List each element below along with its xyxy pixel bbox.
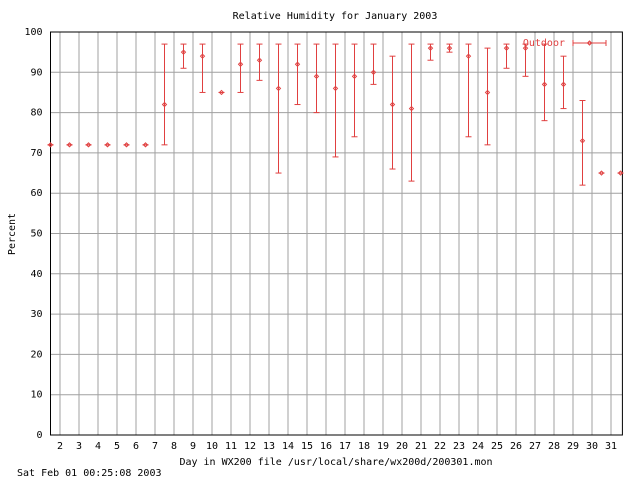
x-tick-label: 4 xyxy=(95,441,101,452)
error-bar xyxy=(351,43,358,138)
x-tick-label: 6 xyxy=(133,441,139,452)
x-tick-label: 11 xyxy=(225,441,237,452)
error-bar xyxy=(66,142,73,148)
x-tick-label: 24 xyxy=(472,441,484,452)
error-bar xyxy=(275,43,282,174)
error-bar xyxy=(560,55,567,110)
chart-title: Relative Humidity for January 2003 xyxy=(233,11,438,22)
y-tick-label: 90 xyxy=(30,67,42,78)
error-bar xyxy=(465,43,472,138)
error-bar xyxy=(294,43,301,106)
error-bar xyxy=(389,55,396,170)
error-bar xyxy=(541,43,548,122)
x-tick-label: 13 xyxy=(263,441,275,452)
error-bar xyxy=(199,43,206,93)
y-tick-label: 20 xyxy=(30,349,42,360)
x-tick-label: 2 xyxy=(57,441,63,452)
error-bar xyxy=(180,43,187,69)
x-tick-label: 18 xyxy=(358,441,370,452)
error-bar xyxy=(104,142,111,148)
error-bar xyxy=(617,170,624,176)
x-tick-label: 8 xyxy=(171,441,177,452)
x-tick-label: 14 xyxy=(282,441,294,452)
error-bar xyxy=(332,43,339,158)
error-bar xyxy=(142,142,149,148)
error-bar xyxy=(427,43,434,61)
x-tick-label: 26 xyxy=(510,441,522,452)
x-tick-label: 30 xyxy=(586,441,598,452)
x-tick-label: 12 xyxy=(244,441,256,452)
error-bar xyxy=(370,43,377,85)
error-bar xyxy=(522,43,529,77)
x-tick-label: 10 xyxy=(206,441,218,452)
x-tick-label: 28 xyxy=(548,441,560,452)
footer: Sat Feb 01 00:25:08 2003 xyxy=(17,468,162,479)
error-bar xyxy=(218,89,225,96)
error-bar xyxy=(47,142,54,148)
error-bar xyxy=(408,43,415,182)
x-tick-label: 3 xyxy=(76,441,82,452)
error-bar xyxy=(123,142,130,148)
y-tick-label: 40 xyxy=(30,269,42,280)
error-bar xyxy=(598,170,605,176)
error-bar xyxy=(484,47,491,146)
y-tick-label: 30 xyxy=(30,309,42,320)
x-tick-label: 19 xyxy=(377,441,389,452)
error-bar xyxy=(161,43,168,146)
x-tick-label: 5 xyxy=(114,441,120,452)
x-axis-label: Day in WX200 file /usr/local/share/wx200… xyxy=(179,457,492,468)
x-tick-label: 29 xyxy=(567,441,579,452)
y-tick-label: 10 xyxy=(30,390,42,401)
x-tick-label: 21 xyxy=(415,441,427,452)
y-tick-label: 0 xyxy=(36,430,42,441)
error-bar xyxy=(256,43,263,81)
x-tick-label: 27 xyxy=(529,441,541,452)
legend-swatch xyxy=(586,40,593,46)
error-bar xyxy=(237,43,244,93)
error-bar xyxy=(85,142,92,148)
error-bar xyxy=(313,43,320,114)
error-bar xyxy=(503,43,510,69)
y-tick-label: 100 xyxy=(24,27,42,38)
x-tick-label: 16 xyxy=(320,441,332,452)
x-tick-label: 9 xyxy=(190,441,196,452)
plot-frame xyxy=(50,31,623,436)
x-tick-label: 17 xyxy=(339,441,351,452)
y-tick-label: 80 xyxy=(30,108,42,119)
x-tick-label: 20 xyxy=(396,441,408,452)
x-tick-label: 31 xyxy=(605,441,617,452)
y-tick-label: 60 xyxy=(30,188,42,199)
legend-label: Outdoor xyxy=(523,38,565,49)
x-tick-label: 25 xyxy=(491,441,503,452)
y-tick-label: 50 xyxy=(30,229,42,240)
x-tick-label: 22 xyxy=(434,441,446,452)
y-tick-label: 70 xyxy=(30,148,42,159)
error-bar xyxy=(579,100,586,186)
y-axis-label: Percent xyxy=(7,213,18,255)
error-bar xyxy=(446,43,453,53)
x-tick-label: 7 xyxy=(152,441,158,452)
x-tick-label: 23 xyxy=(453,441,465,452)
x-tick-label: 15 xyxy=(301,441,313,452)
